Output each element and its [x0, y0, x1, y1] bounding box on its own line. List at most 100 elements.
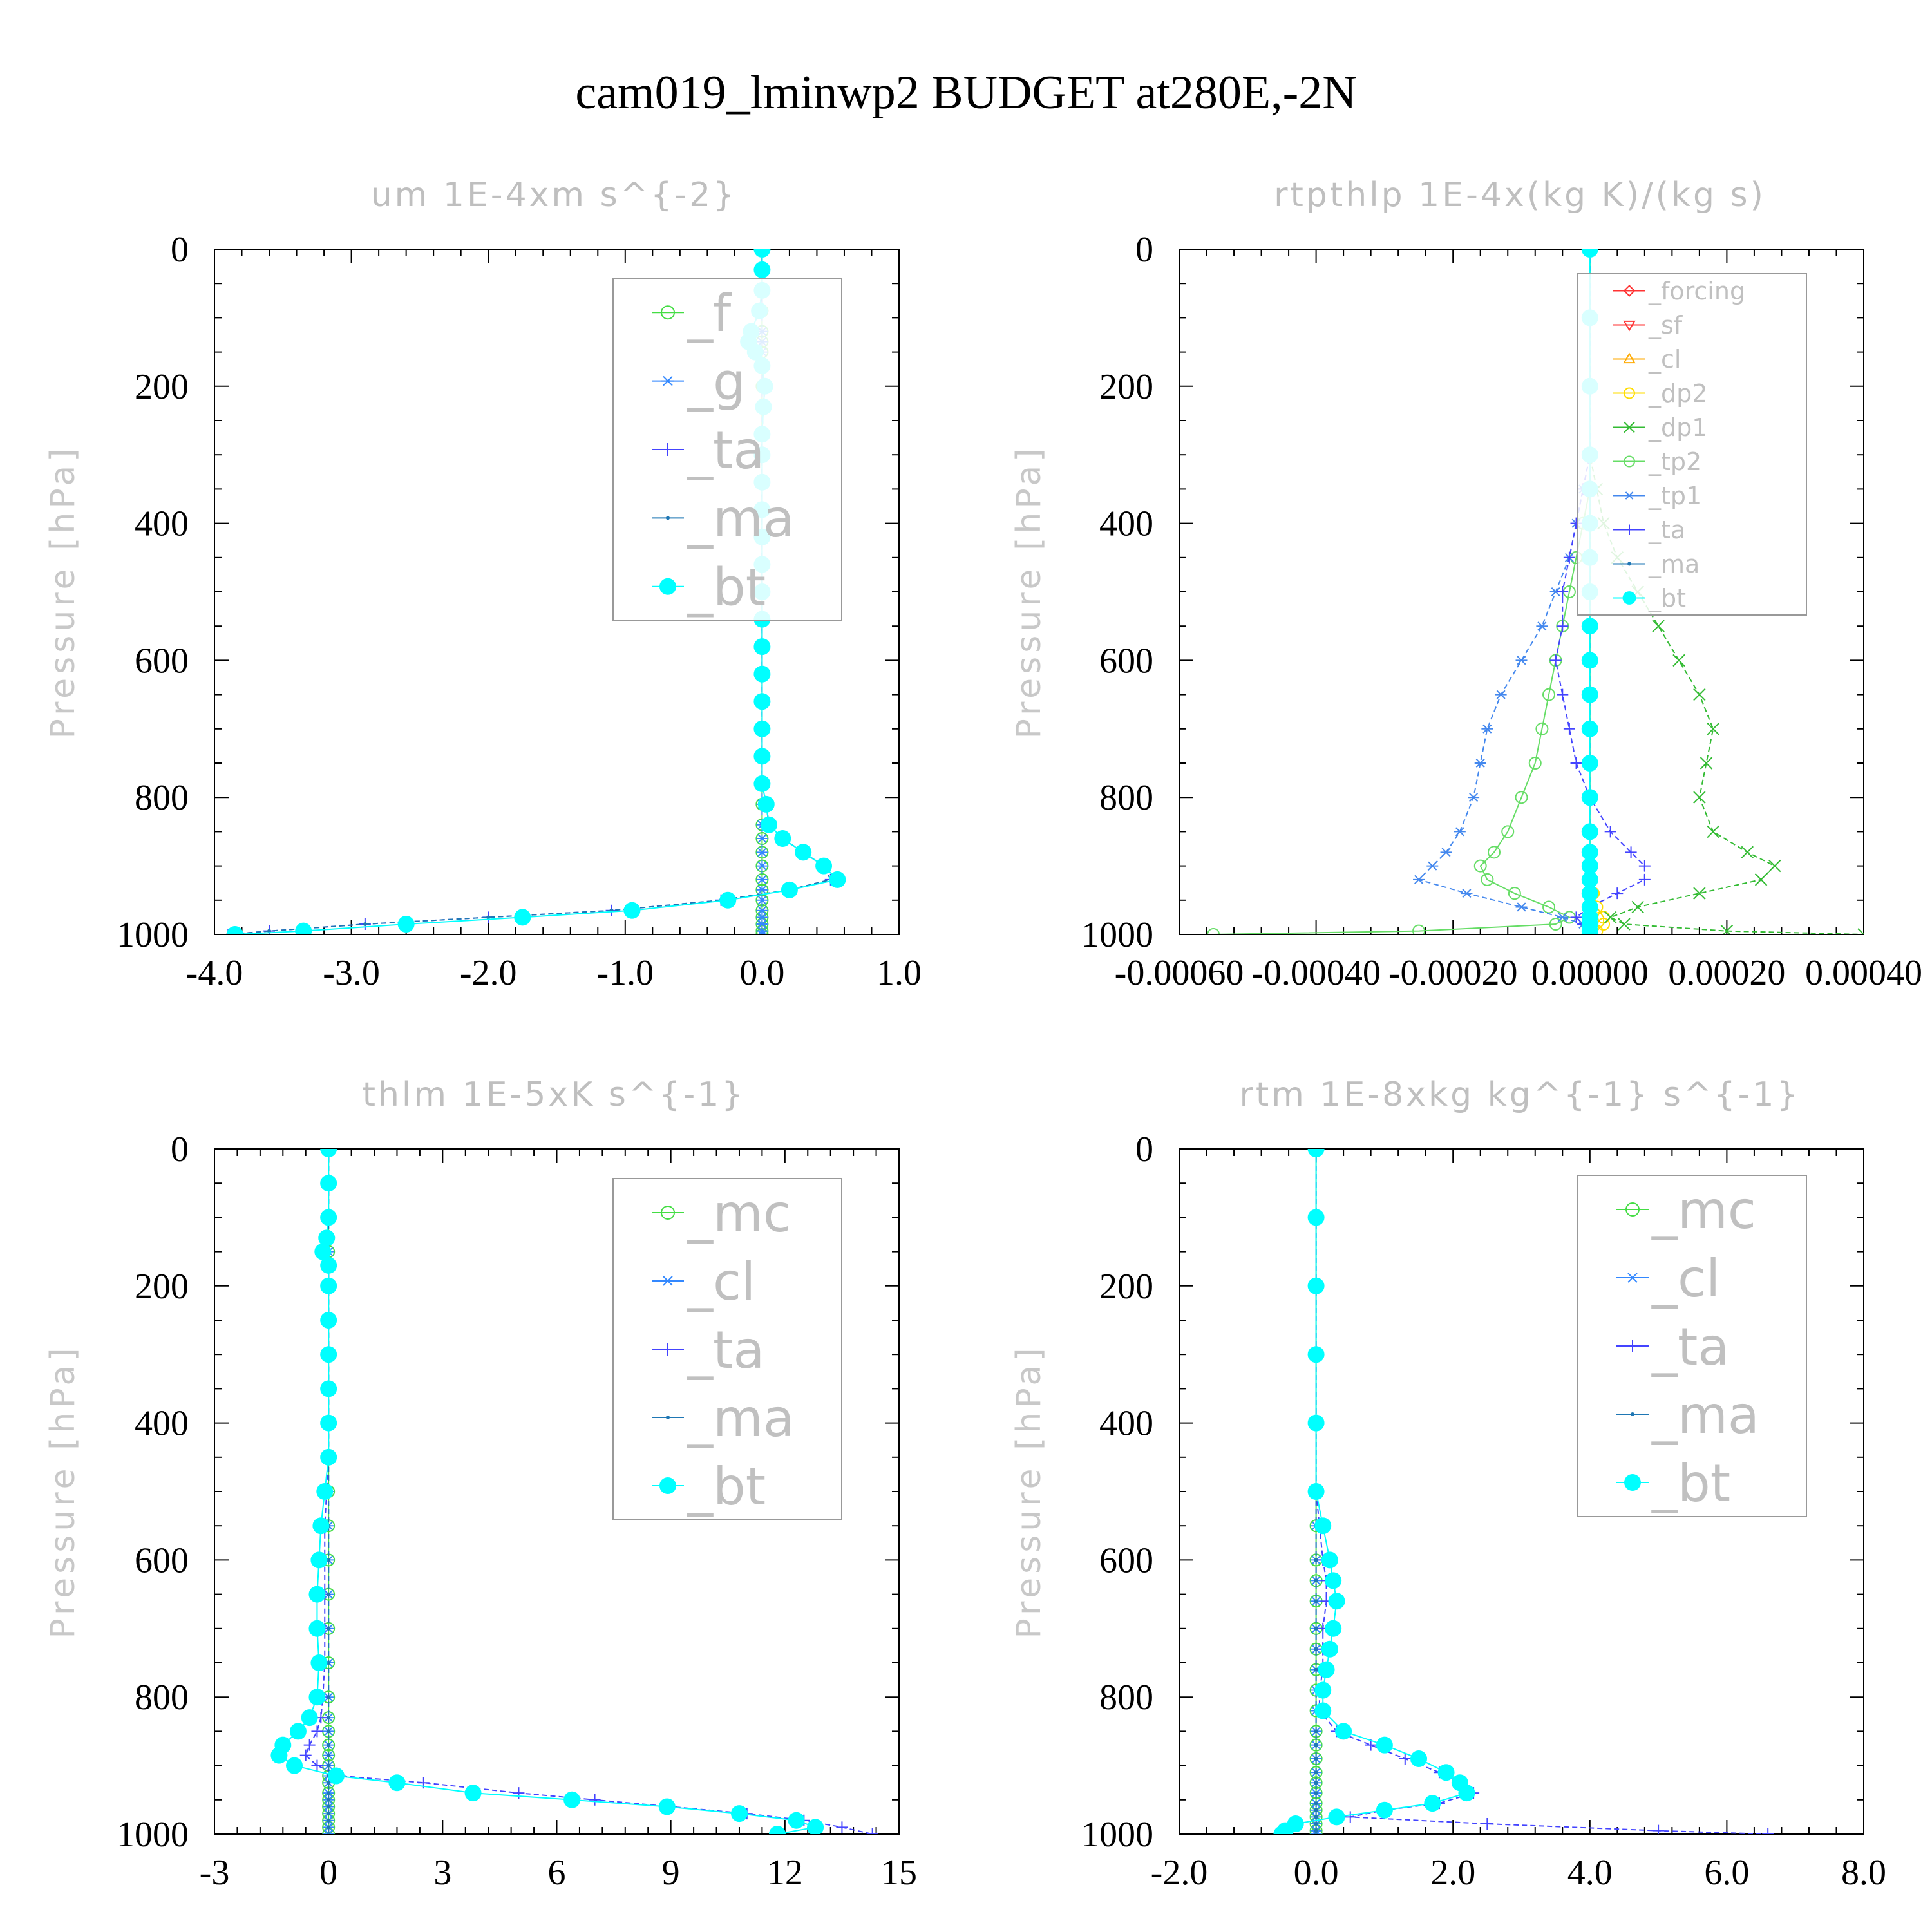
- data-point: [320, 1448, 337, 1466]
- legend-label: _dp2: [1648, 379, 1707, 408]
- data-point: [320, 1149, 337, 1157]
- x-tick-label: -2.0: [460, 953, 517, 993]
- data-point: [295, 922, 312, 934]
- data-point: [756, 913, 768, 922]
- legend-marker: [1623, 285, 1636, 297]
- data-point: [286, 1757, 303, 1774]
- data-point: [1581, 249, 1598, 258]
- panel-title: rtm 1E-8xkg kg^{-1} s^{-1}: [1239, 1075, 1800, 1114]
- legend: _mc _cl _ta _ma _bt: [1577, 1175, 1807, 1517]
- data-point: [1549, 918, 1562, 931]
- legend-label: _ma: [1651, 1385, 1759, 1445]
- data-point: [1570, 911, 1582, 923]
- data-point: [1536, 621, 1548, 631]
- data-point: [327, 1818, 331, 1823]
- y-tick-label: 1000: [1081, 1815, 1153, 1855]
- data-point: [589, 1794, 601, 1806]
- data-point: [267, 929, 272, 933]
- data-point: [761, 816, 778, 833]
- data-point: [270, 1747, 288, 1764]
- legend-label: _ma: [687, 1388, 795, 1448]
- data-point: [1604, 826, 1616, 838]
- data-point: [1581, 789, 1598, 806]
- data-point: [756, 920, 768, 929]
- data-point: [1454, 827, 1466, 837]
- data-point: [1376, 1736, 1393, 1754]
- data-point: [1314, 1702, 1332, 1719]
- data-point: [1314, 1801, 1318, 1806]
- data-point: [1581, 844, 1598, 861]
- legend-marker: [666, 1416, 670, 1419]
- legend-label: _bt: [1651, 1454, 1730, 1513]
- legend-marker: [659, 578, 676, 595]
- data-point: [1581, 618, 1598, 635]
- data-point: [1604, 911, 1617, 924]
- data-point: [1314, 1808, 1318, 1812]
- y-tick-label: 1000: [117, 915, 189, 955]
- data-point: [1468, 793, 1480, 802]
- x-tick-label: -3: [200, 1853, 230, 1893]
- data-point: [1707, 723, 1719, 735]
- x-tick-label: -0.00040: [1251, 953, 1381, 993]
- data-point: [1413, 875, 1425, 884]
- data-point: [1508, 887, 1521, 900]
- panel-2: rtpthlp 1E-4x(kg K)/(kg s) Pressure [hPa]…: [1010, 176, 1922, 993]
- data-point: [1321, 1551, 1338, 1569]
- data-point: [1314, 1681, 1332, 1699]
- data-point: [327, 1832, 331, 1834]
- data-point: [1693, 688, 1706, 701]
- legend-marker: [1624, 387, 1635, 399]
- data-point: [1424, 1795, 1441, 1812]
- data-point: [1481, 1818, 1493, 1830]
- data-point: [1314, 1599, 1318, 1604]
- data-point: [1410, 1750, 1428, 1767]
- y-tick-label: 600: [135, 1540, 189, 1580]
- y-tick-label: 400: [1099, 504, 1153, 544]
- data-point: [1570, 757, 1582, 769]
- data-point: [807, 1819, 824, 1834]
- data-point: [1437, 1764, 1455, 1781]
- data-point: [327, 1695, 331, 1700]
- data-point: [363, 922, 367, 927]
- data-point: [1563, 551, 1575, 564]
- data-point: [1307, 1414, 1325, 1432]
- data-point: [623, 902, 641, 919]
- data-point: [756, 848, 768, 857]
- legend-marker: [1624, 524, 1634, 535]
- data-point: [320, 1277, 337, 1294]
- data-point: [1557, 913, 1569, 922]
- legend-label: _mc: [1651, 1180, 1756, 1240]
- y-tick-label: 400: [1099, 1404, 1153, 1444]
- data-point: [513, 1787, 525, 1799]
- y-axis-label: Pressure [hPa]: [44, 445, 82, 739]
- y-tick-label: 800: [135, 778, 189, 818]
- data-point: [320, 1414, 337, 1432]
- data-point: [316, 1483, 334, 1500]
- data-point: [1426, 861, 1439, 871]
- data-point: [318, 1229, 336, 1247]
- y-tick-label: 200: [135, 367, 189, 407]
- data-point: [1487, 846, 1501, 859]
- y-tick-label: 600: [1099, 1540, 1153, 1580]
- x-tick-label: 9: [662, 1853, 680, 1893]
- legend-marker: [1624, 491, 1634, 500]
- panel-1: um 1E-4xm s^{-2} Pressure [hPa] 0 200 400 600…: [44, 176, 922, 993]
- data-point: [756, 905, 768, 915]
- legend-label: _bt: [687, 1457, 766, 1517]
- legend-label: _bt: [687, 558, 766, 618]
- x-tick-label: -2.0: [1151, 1853, 1208, 1893]
- legend-label: _cl: [1651, 1249, 1720, 1309]
- data-point: [836, 1821, 848, 1833]
- data-point: [320, 1346, 337, 1363]
- data-point: [320, 1312, 337, 1329]
- data-point: [1328, 1593, 1345, 1610]
- y-tick-label: 0: [171, 230, 189, 270]
- y-axis-label: Pressure [hPa]: [1010, 1345, 1048, 1639]
- data-point: [1314, 1791, 1318, 1795]
- x-tick-label: 6.0: [1704, 1853, 1749, 1893]
- legend-marker: [1624, 455, 1635, 468]
- x-tick-label: 12: [767, 1853, 803, 1893]
- data-point: [327, 1592, 331, 1596]
- data-point: [1325, 1572, 1342, 1589]
- legend-marker: [1626, 1273, 1639, 1283]
